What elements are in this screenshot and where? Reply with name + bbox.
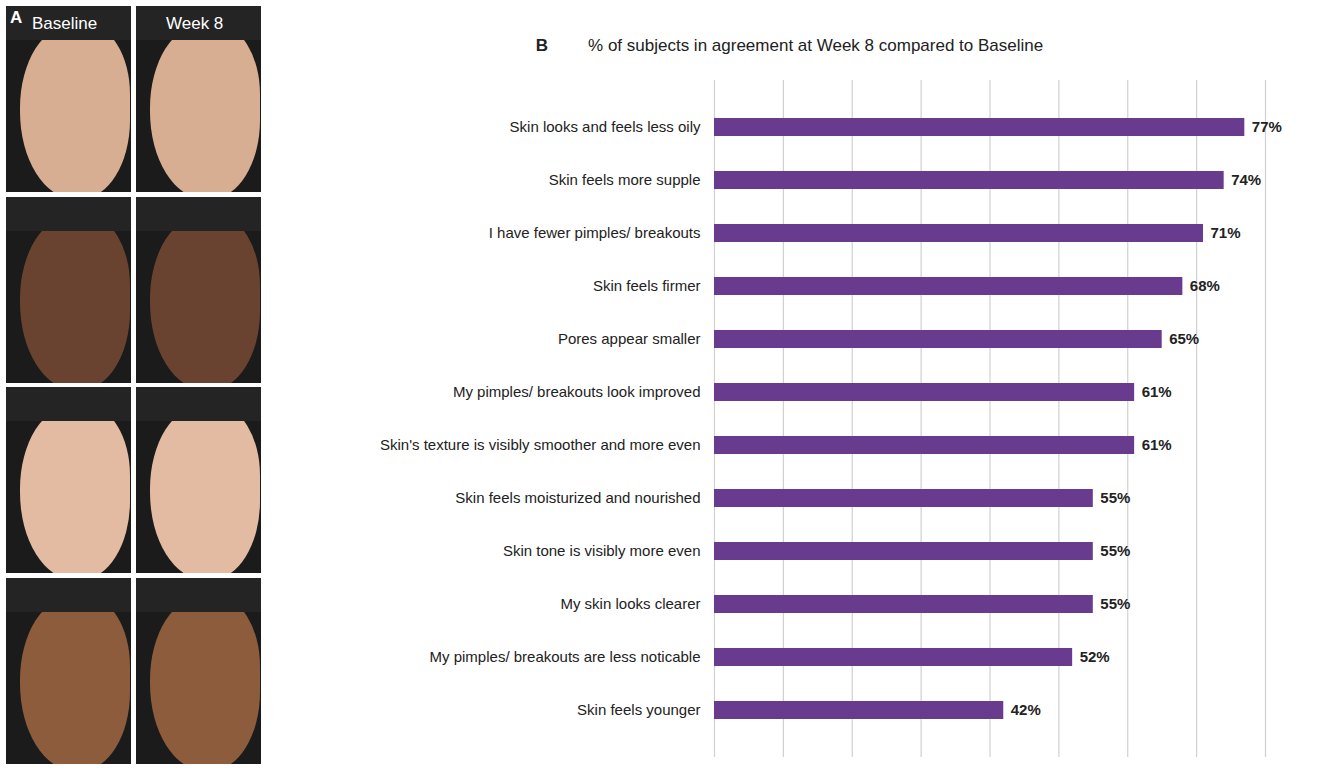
svg-text:I have fewer pimples/ breakout: I have fewer pimples/ breakouts <box>489 224 701 241</box>
svg-text:Pores appear smaller: Pores appear smaller <box>558 330 701 347</box>
svg-text:77%: 77% <box>1252 118 1282 135</box>
svg-text:68%: 68% <box>1190 277 1220 294</box>
svg-text:My pimples/ breakouts are less: My pimples/ breakouts are less noticable <box>430 648 701 665</box>
svg-text:71%: 71% <box>1211 224 1241 241</box>
svg-text:52%: 52% <box>1080 648 1110 665</box>
html-text:Baseline: Baseline <box>32 14 98 33</box>
svg-text:Skin tone is visibly more even: Skin tone is visibly more even <box>503 542 701 559</box>
svg-text:Skin's texture is visibly smoo: Skin's texture is visibly smoother and m… <box>380 436 701 453</box>
html-text:Week 8: Week 8 <box>166 14 224 33</box>
svg-text:61%: 61% <box>1142 436 1172 453</box>
svg-text:Skin looks and feels less oily: Skin looks and feels less oily <box>510 118 701 135</box>
html-text:A: A <box>10 8 23 27</box>
svg-text:Skin feels more supple: Skin feels more supple <box>549 171 701 188</box>
svg-text:42%: 42% <box>1011 701 1041 718</box>
svg-text:Skin feels moisturized and nou: Skin feels moisturized and nourished <box>455 489 700 506</box>
svg-text:65%: 65% <box>1169 330 1199 347</box>
svg-text:My skin looks clearer: My skin looks clearer <box>560 595 700 612</box>
svg-text:Skin feels younger: Skin feels younger <box>577 701 700 718</box>
svg-text:55%: 55% <box>1100 595 1130 612</box>
svg-text:My pimples/ breakouts look imp: My pimples/ breakouts look improved <box>453 383 701 400</box>
html-text:B: B <box>535 36 548 55</box>
svg-text:55%: 55% <box>1100 489 1130 506</box>
html-text:% of subjects in agreement at: % of subjects in agreement at Week 8 com… <box>588 36 1044 55</box>
svg-text:Skin feels firmer: Skin feels firmer <box>593 277 701 294</box>
svg-text:61%: 61% <box>1142 383 1172 400</box>
svg-text:74%: 74% <box>1231 171 1261 188</box>
svg-text:55%: 55% <box>1100 542 1130 559</box>
